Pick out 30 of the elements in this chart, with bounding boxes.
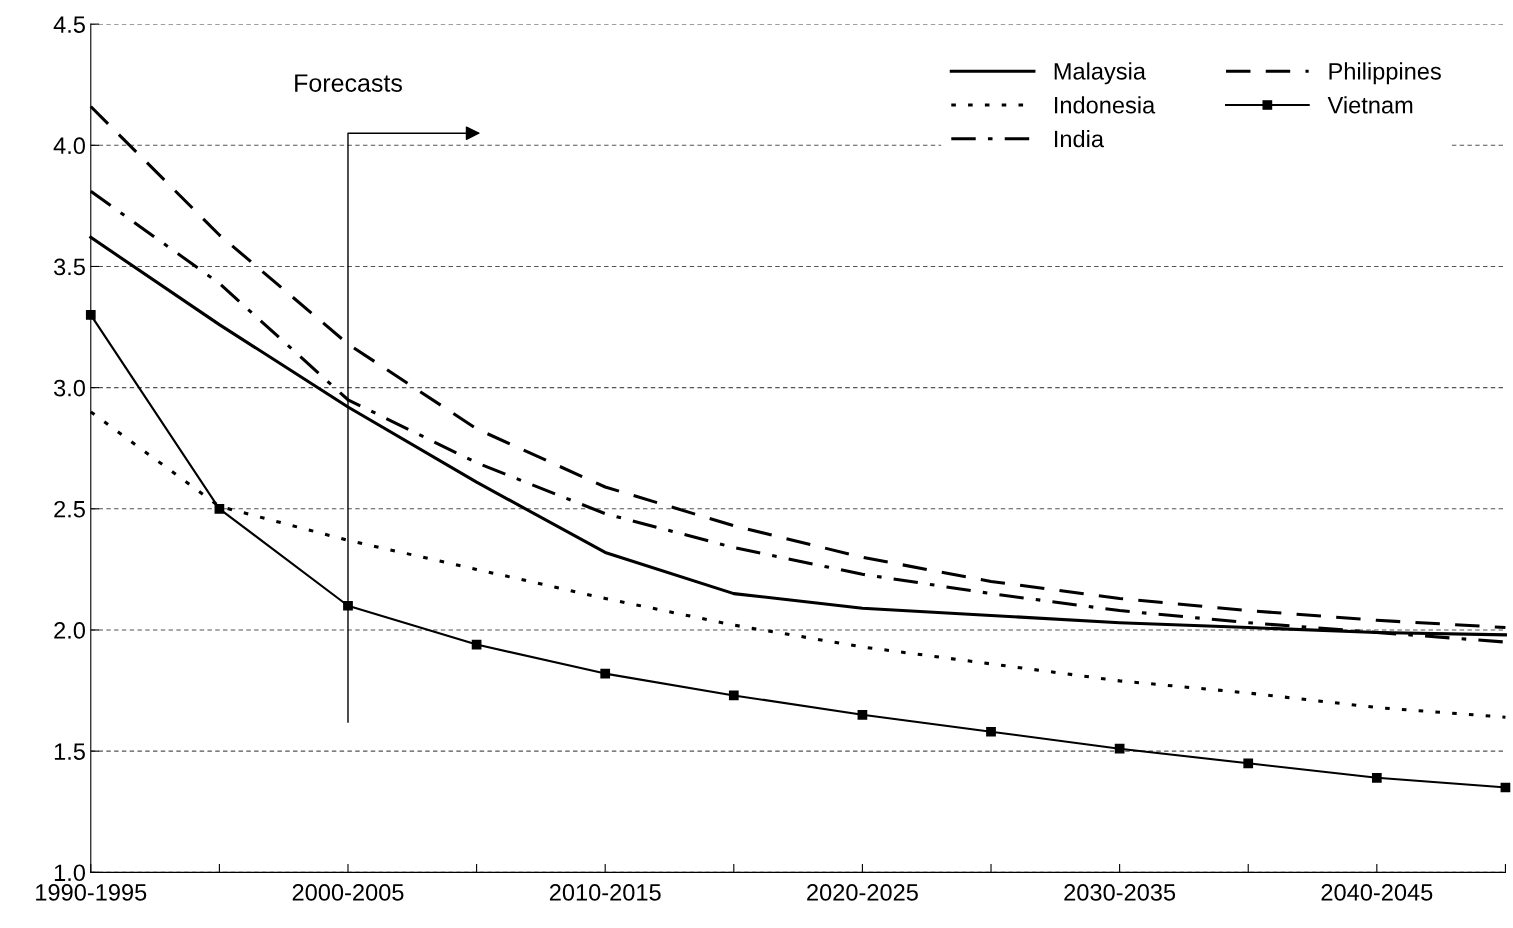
legend-label: Indonesia [1054,96,1156,114]
x-tick-label: 1990-1995 [36,884,147,901]
point [343,600,353,611]
y-tick-label: 3.0 [54,379,85,397]
legend-label: Philippines [1329,62,1441,85]
y-tick-label: 4.0 [53,137,85,155]
point [986,726,996,737]
point [1371,772,1382,783]
x-tick-label: 2020-2025 [807,884,918,901]
y-tick-label: 1.5 [54,743,85,760]
x-tick-label: 2000-2005 [292,884,404,901]
x-tick-label: 2040-2045 [1321,884,1433,901]
point [728,690,739,701]
point [600,668,611,679]
x-tick-label: 2030-2035 [1064,884,1176,901]
point [214,503,225,514]
point [85,310,96,320]
point [1243,758,1254,769]
legend-label: Vietnam [1327,96,1413,114]
x-tick-label: 2010-2015 [549,884,661,901]
y-tick-label: 4.5 [53,16,85,33]
point [1114,743,1125,754]
point [857,709,868,720]
legend-label: Malaysia [1054,62,1146,85]
y-tick-label: 2.5 [54,500,85,518]
y-tick-label: 1.0 [54,864,85,882]
y-tick-label: 3.5 [54,258,85,276]
legend-label: India [1054,129,1104,148]
y-tick-label: 2.0 [54,622,85,639]
annotation: Forecasts [295,74,402,92]
